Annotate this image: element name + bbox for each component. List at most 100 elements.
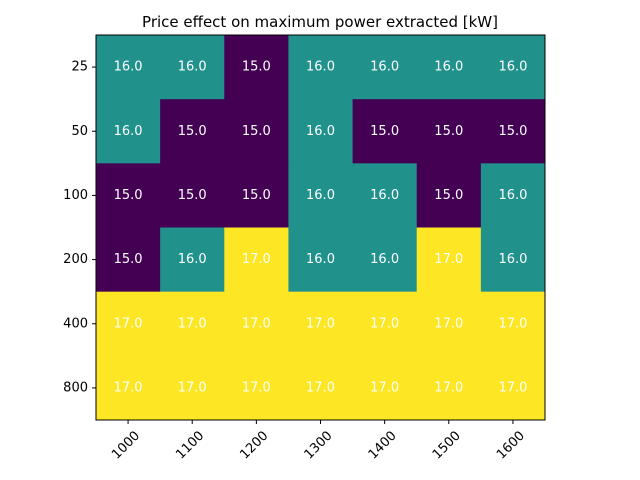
heatmap-cell — [288, 291, 354, 357]
x-tick-label: 1000 — [109, 428, 143, 462]
y-tick-label: 200 — [63, 252, 88, 267]
cell-value-label: 17.0 — [306, 316, 335, 331]
heatmap-cell — [416, 355, 482, 421]
heatmap-cell — [480, 35, 546, 100]
chart-title: Price effect on maximum power extracted … — [142, 13, 498, 31]
cell-value-label: 15.0 — [114, 252, 143, 267]
heatmap-cell — [352, 163, 418, 228]
cell-value-label: 15.0 — [178, 188, 207, 203]
y-tick-label: 25 — [71, 60, 88, 75]
cell-value-label: 16.0 — [498, 60, 527, 75]
x-tick-label: 1200 — [237, 428, 271, 462]
heatmap-cell — [480, 227, 546, 293]
cell-value-label: 17.0 — [178, 316, 207, 331]
heatmap-cell — [224, 227, 289, 293]
cell-value-label: 17.0 — [498, 316, 527, 331]
heatmap-cell — [480, 99, 546, 164]
heatmap-cell — [288, 355, 354, 421]
cell-value-label: 15.0 — [242, 124, 271, 139]
cell-value-label: 17.0 — [242, 252, 271, 267]
cell-value-label: 15.0 — [178, 124, 207, 139]
cell-value-label: 16.0 — [306, 124, 335, 139]
heatmap-cell — [480, 291, 546, 357]
heatmap-cell — [416, 35, 482, 100]
heatmap-cell — [96, 35, 161, 100]
heatmap-cell — [96, 291, 161, 357]
y-tick-label: 50 — [71, 124, 88, 139]
heatmap-cells — [96, 35, 546, 421]
cell-value-label: 15.0 — [498, 124, 527, 139]
cell-value-label: 15.0 — [434, 124, 463, 139]
cell-value-label: 17.0 — [178, 380, 207, 395]
x-tick-label: 1500 — [430, 428, 464, 462]
cell-value-label: 15.0 — [242, 60, 271, 75]
heatmap-cell — [352, 35, 418, 100]
heatmap-cell — [96, 163, 161, 228]
heatmap-cell — [352, 99, 418, 164]
cell-value-label: 17.0 — [242, 380, 271, 395]
cell-value-label: 17.0 — [370, 380, 399, 395]
cell-value-label: 16.0 — [498, 188, 527, 203]
heatmap-cell — [224, 163, 289, 228]
x-tick-label: 1600 — [494, 428, 528, 462]
x-tick-label: 1300 — [302, 428, 336, 462]
cell-value-label: 16.0 — [114, 60, 143, 75]
heatmap-cell — [224, 291, 289, 357]
x-tick-label: 1400 — [366, 428, 400, 462]
heatmap-cell — [416, 227, 482, 293]
heatmap-cell — [96, 355, 161, 421]
cell-value-label: 17.0 — [434, 316, 463, 331]
heatmap-cell — [288, 163, 354, 228]
cell-value-label: 16.0 — [434, 60, 463, 75]
x-axis: 1000 1100 1200 1300 1400 1500 1600 — [109, 420, 528, 462]
cell-value-label: 16.0 — [498, 252, 527, 267]
heatmap-cell — [416, 163, 482, 228]
heatmap-cell — [224, 355, 289, 421]
heatmap-cell — [480, 355, 546, 421]
cell-value-label: 16.0 — [306, 188, 335, 203]
heatmap-cell — [160, 163, 225, 228]
cell-value-label: 17.0 — [114, 316, 143, 331]
heatmap-cell — [96, 227, 161, 293]
cell-value-label: 16.0 — [178, 60, 207, 75]
cell-value-label: 16.0 — [306, 60, 335, 75]
cell-value-label: 17.0 — [434, 252, 463, 267]
cell-value-label: 15.0 — [242, 188, 271, 203]
cell-value-label: 17.0 — [114, 380, 143, 395]
heatmap-cell — [160, 355, 225, 421]
cell-value-label: 15.0 — [114, 188, 143, 203]
heatmap-cell — [160, 35, 225, 100]
y-tick-label: 800 — [63, 380, 88, 395]
y-axis: 25 50 100 200 400 800 — [63, 60, 96, 395]
heatmap-cell — [352, 291, 418, 357]
heatmap-cell — [96, 99, 161, 164]
heatmap-cell — [160, 227, 225, 293]
heatmap-cell — [480, 163, 546, 228]
heatmap-cell — [224, 99, 289, 164]
cell-value-label: 17.0 — [434, 380, 463, 395]
cell-value-label: 16.0 — [178, 252, 207, 267]
cell-value-label: 17.0 — [306, 380, 335, 395]
heatmap-cell — [288, 99, 354, 164]
cell-value-label: 17.0 — [242, 316, 271, 331]
cell-value-label: 16.0 — [370, 252, 399, 267]
cell-value-label: 16.0 — [306, 252, 335, 267]
heatmap-cell — [224, 35, 289, 100]
heatmap-cell — [352, 227, 418, 293]
cell-value-label: 15.0 — [370, 124, 399, 139]
cell-labels: 16.0 16.0 15.0 16.0 16.0 16.0 16.0 16.0 15.0 15.0… — [114, 60, 528, 396]
heatmap-cell — [288, 227, 354, 293]
heatmap-cell — [160, 99, 225, 164]
cell-value-label: 17.0 — [498, 380, 527, 395]
y-tick-label: 400 — [63, 316, 88, 331]
heatmap-cell — [160, 291, 225, 357]
y-tick-label: 100 — [63, 188, 88, 203]
heatmap-cell — [288, 35, 354, 100]
cell-value-label: 15.0 — [434, 188, 463, 203]
x-tick-label: 1100 — [173, 428, 207, 462]
heatmap-cell — [416, 291, 482, 357]
heatmap-cell — [416, 99, 482, 164]
heatmap-cell — [352, 355, 418, 421]
cell-value-label: 16.0 — [370, 188, 399, 203]
